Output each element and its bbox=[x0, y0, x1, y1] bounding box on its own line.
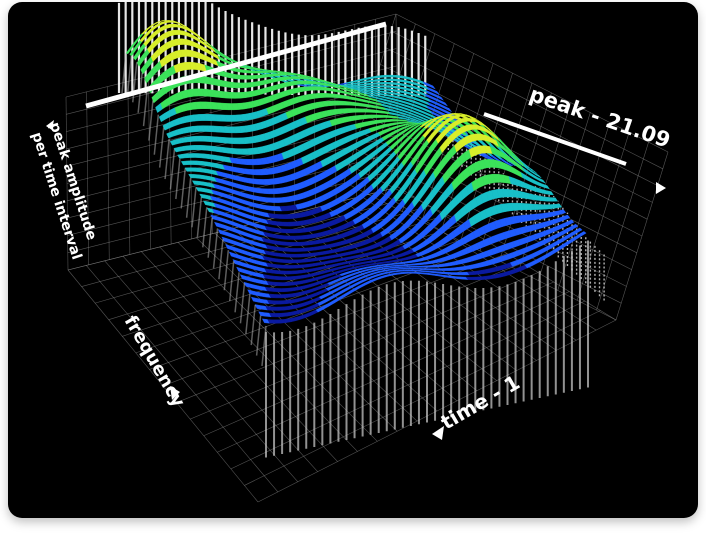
front-bar bbox=[255, 315, 262, 356]
front-bar bbox=[126, 55, 133, 96]
front-bar bbox=[250, 304, 256, 346]
surface-cell bbox=[574, 227, 583, 234]
surface-cell bbox=[439, 100, 448, 107]
surface-cell bbox=[566, 219, 575, 226]
front-bar bbox=[218, 239, 224, 280]
surface-cell bbox=[529, 167, 538, 174]
grid-line bbox=[217, 291, 570, 453]
surface-chart: peak - 21.09 peak amplitude per time int… bbox=[28, 2, 673, 503]
right-arrow bbox=[656, 182, 666, 194]
front-bar bbox=[212, 228, 219, 269]
grid-line bbox=[395, 13, 669, 153]
surface-cell bbox=[553, 203, 563, 209]
surface-cell bbox=[435, 94, 444, 101]
grid-line bbox=[190, 272, 539, 420]
z-axis-arrow bbox=[46, 120, 54, 130]
grid-line bbox=[390, 30, 663, 170]
x-axis-label: time - 1 bbox=[437, 370, 524, 434]
front-bar bbox=[207, 217, 213, 258]
grid-line bbox=[162, 253, 508, 387]
surface-cell bbox=[537, 177, 546, 184]
surface-cell bbox=[431, 88, 440, 96]
front-bar bbox=[239, 283, 246, 324]
front-bar bbox=[169, 149, 176, 190]
y-axis-arrow bbox=[170, 386, 180, 400]
front-bar bbox=[223, 250, 230, 291]
front-bar bbox=[164, 138, 170, 180]
peak-line-right bbox=[483, 112, 627, 166]
front-bar bbox=[180, 168, 186, 209]
surface-cell bbox=[533, 172, 542, 179]
grid-line bbox=[257, 319, 617, 503]
front-bar bbox=[121, 53, 127, 94]
chart-frame: peak - 21.09 peak amplitude per time int… bbox=[8, 2, 698, 518]
grid-line bbox=[244, 310, 601, 486]
front-bar bbox=[158, 127, 165, 168]
surface-cell bbox=[504, 162, 514, 166]
surface-cell bbox=[541, 183, 550, 190]
front-bar bbox=[148, 100, 154, 141]
grid-line bbox=[176, 262, 523, 403]
front-bar bbox=[228, 261, 235, 302]
front-bar bbox=[202, 207, 208, 248]
grid-line bbox=[65, 13, 397, 98]
grid-line bbox=[385, 47, 658, 186]
x-axis-arrow bbox=[432, 426, 444, 440]
front-bar bbox=[175, 158, 181, 200]
surface-cell bbox=[444, 105, 452, 112]
surface-cell bbox=[549, 197, 558, 202]
y-axis-label: frequency bbox=[120, 312, 189, 411]
surface-cell bbox=[427, 83, 436, 90]
surface-cell bbox=[570, 223, 579, 230]
surface-cell bbox=[578, 231, 587, 237]
surface-cell bbox=[557, 209, 567, 215]
front-bar bbox=[196, 197, 203, 238]
front-bar bbox=[245, 294, 251, 335]
grid-line bbox=[122, 224, 461, 337]
front-bar bbox=[234, 272, 240, 313]
front-bars bbox=[121, 53, 589, 458]
front-bar bbox=[142, 86, 149, 127]
front-bar bbox=[185, 177, 192, 218]
peak-line bbox=[85, 21, 387, 109]
surface-cell bbox=[561, 214, 571, 221]
front-bar bbox=[153, 114, 160, 155]
front-bar bbox=[261, 325, 267, 366]
surface-cell bbox=[545, 190, 554, 196]
peak-label: peak - 21.09 bbox=[526, 82, 673, 153]
front-bar bbox=[191, 187, 197, 228]
surface-strips bbox=[125, 20, 587, 324]
